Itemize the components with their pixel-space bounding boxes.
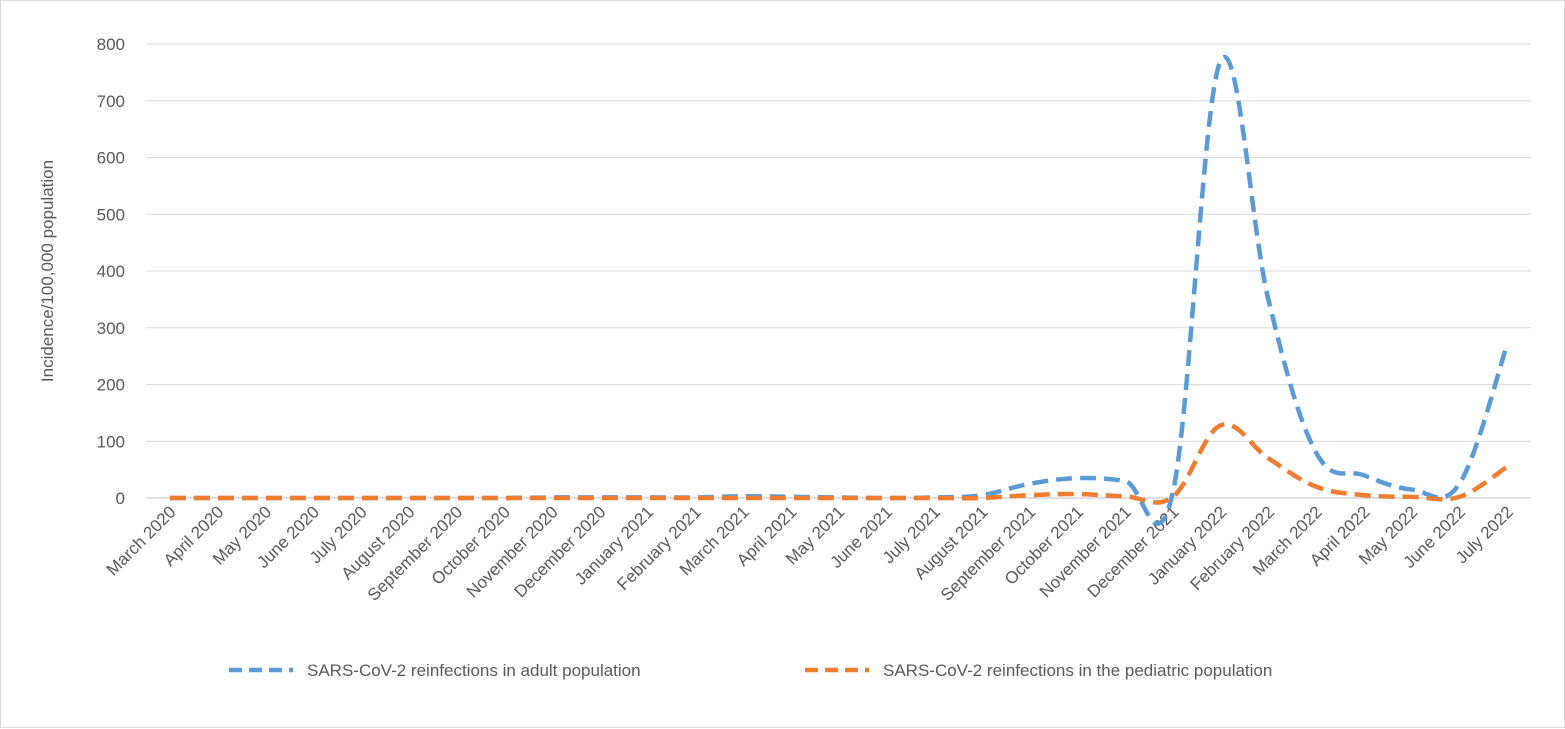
y-tick-label: 600 [97, 149, 125, 168]
y-tick-label: 300 [97, 319, 125, 338]
y-tick-label: 0 [116, 489, 125, 508]
y-axis-title: Incidence/100,000 population [38, 160, 57, 382]
y-tick-label: 200 [97, 376, 125, 395]
x-tick-label: February 2021 [613, 502, 705, 594]
x-tick-label: March 2020 [103, 502, 180, 579]
series-line-pediatric [169, 422, 1509, 505]
y-tick-label: 500 [97, 205, 125, 224]
y-axis-tick-labels: 0 100 200 300 400 500 600 700 800 [97, 35, 125, 508]
y-tick-label: 800 [97, 35, 125, 54]
series-lines [169, 55, 1510, 526]
legend-label: SARS-CoV-2 reinfections in the pediatric… [883, 661, 1272, 680]
y-tick-label: 100 [97, 432, 125, 451]
y-tick-label: 700 [97, 92, 125, 111]
y-tick-label: 400 [97, 262, 125, 281]
gridlines [146, 43, 1531, 499]
legend: SARS-CoV-2 reinfections in adult populat… [229, 661, 1272, 680]
legend-label: SARS-CoV-2 reinfections in adult populat… [307, 661, 641, 680]
series-line-adult [169, 55, 1510, 526]
x-tick-label: February 2022 [1187, 502, 1279, 594]
